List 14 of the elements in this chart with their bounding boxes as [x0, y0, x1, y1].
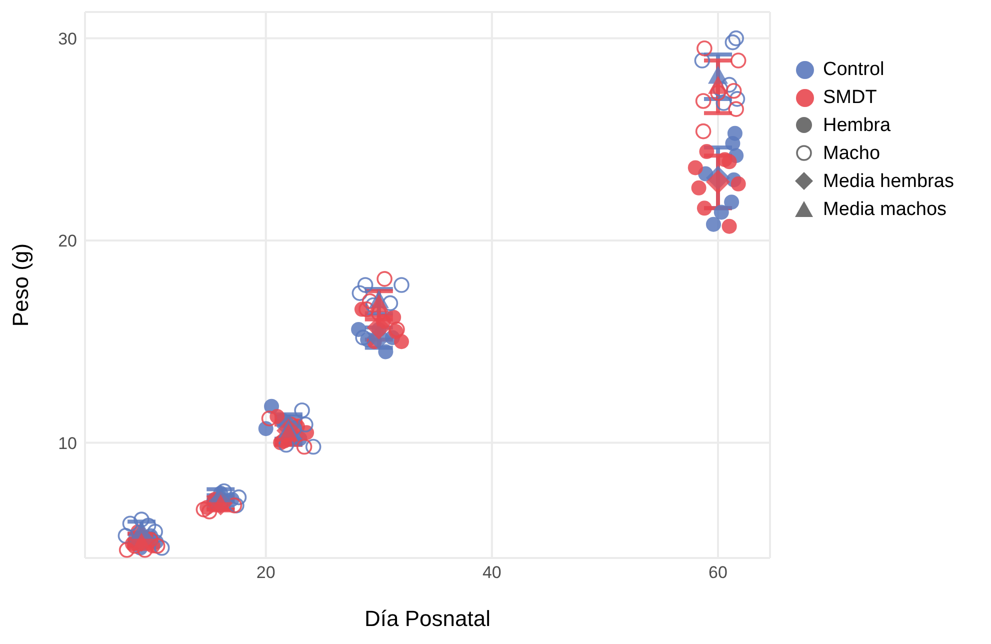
y-axis-title: Peso (g) [8, 243, 33, 327]
x-tick-label: 40 [482, 563, 502, 582]
y-tick-label: 30 [58, 29, 77, 48]
text: Hembra [823, 114, 891, 138]
text: Macho [823, 142, 880, 166]
legend-label: Control [823, 58, 884, 82]
x-axis-title: Día Posnatal [364, 606, 490, 631]
y-tick-label: 10 [58, 434, 77, 453]
text: Media machos [823, 198, 947, 222]
x-tick-label: 20 [256, 563, 276, 582]
text: Media hembras [823, 170, 954, 194]
legend-label: SMDT [823, 86, 877, 110]
x-tick-label: 60 [708, 563, 728, 582]
y-tick-label: 20 [58, 232, 77, 251]
